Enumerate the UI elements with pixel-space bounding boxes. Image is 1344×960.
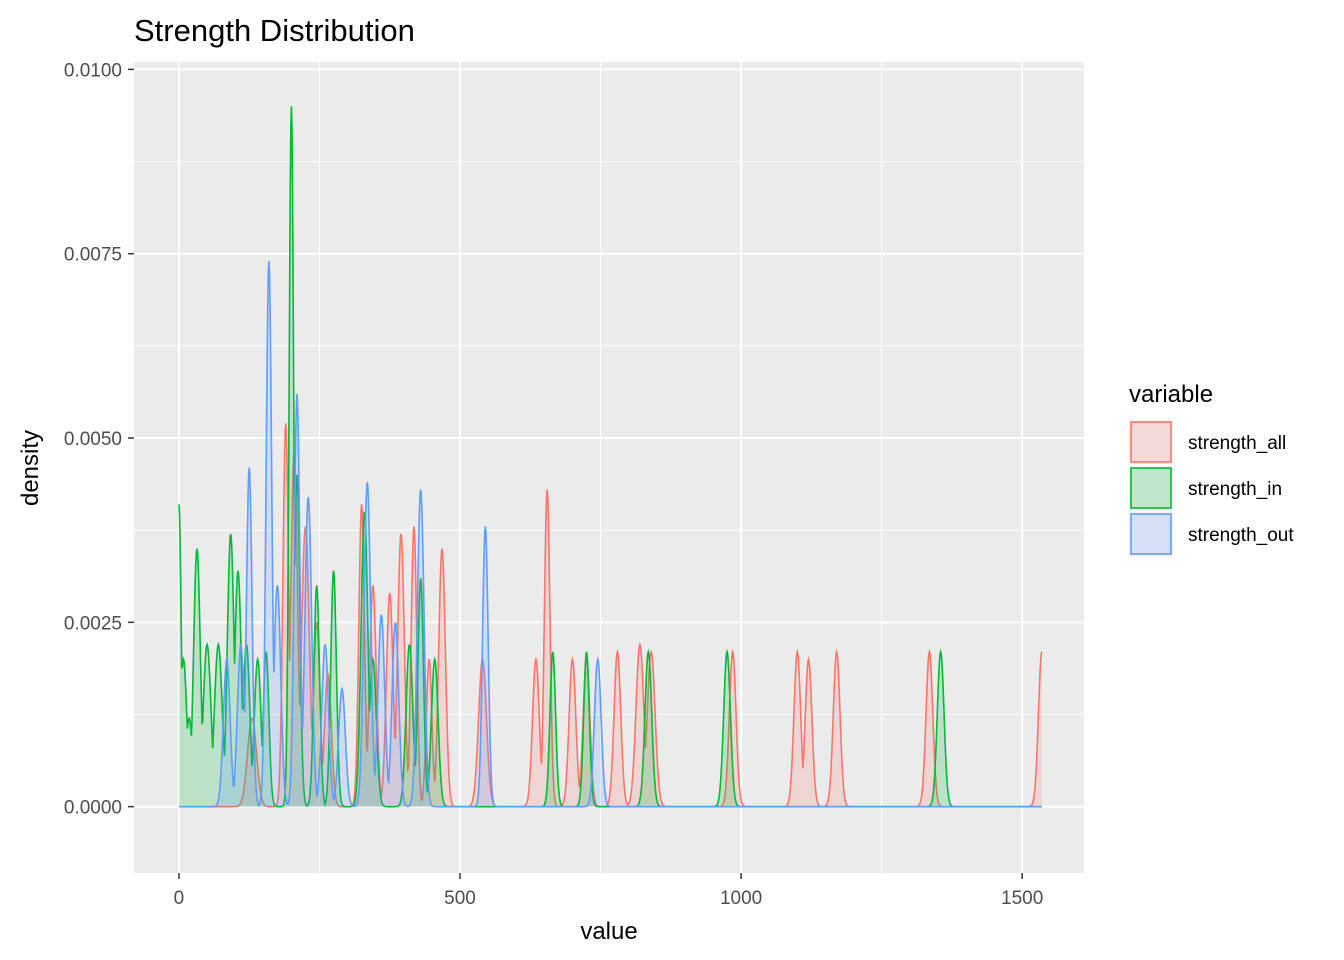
x-axis: 0 500 1000 1500	[174, 873, 1043, 909]
x-axis-title: value	[580, 918, 637, 945]
y-axis: 0.0000 0.0025 0.0050 0.0075 0.0100	[64, 60, 134, 819]
legend-key-background	[1129, 466, 1173, 510]
legend-key-background	[1129, 512, 1173, 556]
legend-key-strength-out	[1130, 513, 1172, 555]
legend-title: variable	[1129, 381, 1213, 408]
y-tick-label: 0.0100	[64, 60, 122, 81]
x-tick-label: 500	[444, 888, 476, 909]
legend-label-strength-all: strength_all	[1188, 433, 1286, 454]
density-fill-strength-out	[178, 261, 1042, 807]
density-line-strength-out	[178, 261, 1042, 808]
legend-label-strength-in: strength_in	[1188, 479, 1282, 500]
density-fill-strength-in	[178, 106, 1042, 807]
legend-key-strength-in	[1130, 467, 1172, 509]
y-axis-title: density	[17, 430, 44, 506]
chart-title: Strength Distribution	[134, 13, 415, 48]
x-tick-label: 1500	[1001, 888, 1043, 909]
density-areas	[178, 106, 1043, 808]
y-tick-label: 0.0000	[64, 798, 122, 819]
x-tick-label: 0	[174, 888, 185, 909]
legend: variable strength_all strength_in strength…	[1129, 381, 1294, 556]
y-tick-label: 0.0025	[64, 613, 122, 634]
legend-label-strength-out: strength_out	[1188, 525, 1294, 546]
y-tick-label: 0.0075	[64, 245, 122, 266]
legend-key-strength-all	[1130, 421, 1172, 463]
grid-lines	[134, 62, 1084, 873]
y-tick-label: 0.0050	[64, 429, 122, 450]
x-tick-label: 1000	[720, 888, 762, 909]
legend-key-background	[1129, 420, 1173, 464]
